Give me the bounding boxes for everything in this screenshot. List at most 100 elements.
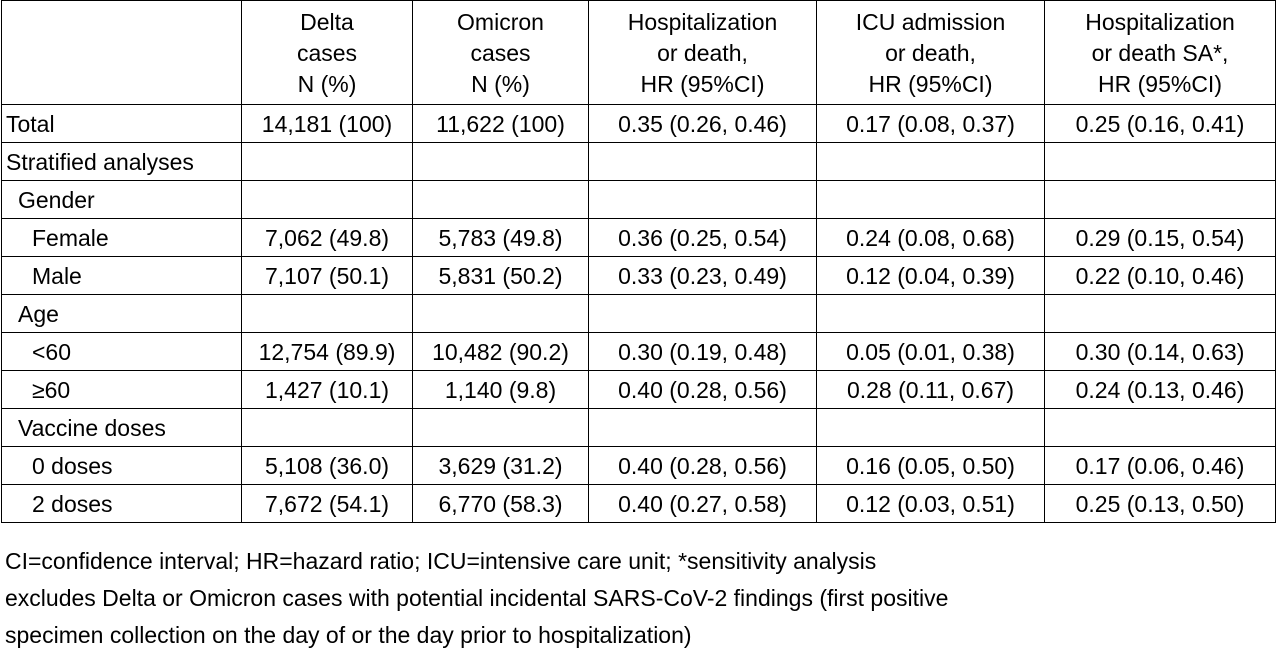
table-cell: [241, 408, 413, 447]
row-label-cell: Total: [1, 104, 242, 143]
table-row: Total 14,181 (100) 11,622 (100) 0.35 (0.26,…: [1, 104, 1276, 143]
table-cell: [1044, 294, 1276, 333]
table-row: <60 12,754 (89.9) 10,482 (90.2) 0.30 (0.19,…: [1, 332, 1276, 371]
row-label-cell: Stratified analyses: [1, 142, 242, 181]
table-cell: 10,482 (90.2): [412, 332, 589, 371]
column-header-line: or death,: [885, 40, 976, 66]
table-cell: 1,427 (10.1): [241, 370, 413, 409]
row-label: Female: [32, 224, 109, 251]
column-header: Omicron cases N (%): [412, 0, 589, 105]
table-cell: [1044, 408, 1276, 447]
footnote-line: excludes Delta or Omicron cases with pot…: [5, 585, 949, 611]
column-header-line: cases: [470, 40, 531, 66]
table-row: Gender: [1, 180, 1276, 219]
row-label-cell: Male: [1, 256, 242, 295]
table-header-row: Delta cases N (%) Omicron cases N (%) Hospital…: [1, 0, 1276, 105]
table-cell: 0.24 (0.13, 0.46): [1044, 370, 1276, 409]
table-cell: 11,622 (100): [412, 104, 589, 143]
row-label: Age: [18, 300, 59, 327]
column-header-line: or death SA*,: [1091, 40, 1229, 66]
table-cell: 0.40 (0.27, 0.58): [588, 484, 817, 523]
table-cell: 6,770 (58.3): [412, 484, 589, 523]
table-cell: 1,140 (9.8): [412, 370, 589, 409]
table-cell: 14,181 (100): [241, 104, 413, 143]
column-header-line: HR (95%CI): [1098, 71, 1222, 97]
table-cell: 0.29 (0.15, 0.54): [1044, 218, 1276, 257]
row-label: Male: [32, 262, 82, 289]
table-cell: [588, 142, 817, 181]
table-cell: 0.24 (0.08, 0.68): [816, 218, 1045, 257]
column-header-line: N (%): [471, 71, 530, 97]
table-body: Total 14,181 (100) 11,622 (100) 0.35 (0.26,…: [1, 104, 1276, 523]
row-label-cell: 0 doses: [1, 446, 242, 485]
row-label: 0 doses: [32, 452, 113, 479]
table-cell: 0.40 (0.28, 0.56): [588, 370, 817, 409]
table-row: 0 doses 5,108 (36.0) 3,629 (31.2) 0.40 (0.2…: [1, 446, 1276, 485]
table-row: Female 7,062 (49.8) 5,783 (49.8) 0.36 (0.25…: [1, 218, 1276, 257]
table-row: Vaccine doses: [1, 408, 1276, 447]
table-cell: 0.40 (0.28, 0.56): [588, 446, 817, 485]
table-cell: 0.33 (0.23, 0.49): [588, 256, 817, 295]
table-cell: 3,629 (31.2): [412, 446, 589, 485]
table-cell: [816, 408, 1045, 447]
row-label: ≥60: [32, 376, 71, 403]
table-cell: [412, 180, 589, 219]
row-label: <60: [32, 338, 72, 365]
table-cell: 0.30 (0.19, 0.48): [588, 332, 817, 371]
column-header-line: N (%): [297, 71, 357, 97]
row-label: Vaccine doses: [18, 414, 166, 441]
table-cell: 0.35 (0.26, 0.46): [588, 104, 817, 143]
table-cell: 0.17 (0.06, 0.46): [1044, 446, 1276, 485]
table-cell: 7,672 (54.1): [241, 484, 413, 523]
column-header-line: HR (95%CI): [640, 71, 765, 97]
table-cell: [241, 180, 413, 219]
table-cell: 5,831 (50.2): [412, 256, 589, 295]
column-header-line: Omicron: [457, 9, 544, 35]
table-footnote: CI=confidence interval; HR=hazard ratio;…: [5, 543, 1275, 654]
table-row: 2 doses 7,672 (54.1) 6,770 (58.3) 0.40 (0.2…: [1, 484, 1276, 523]
row-label-cell: Vaccine doses: [1, 408, 242, 447]
table-cell: 0.12 (0.03, 0.51): [816, 484, 1045, 523]
table-cell: [1044, 180, 1276, 219]
column-header-line: Hospitalization: [1085, 9, 1235, 35]
hazard-ratio-table: Delta cases N (%) Omicron cases N (%) Hospital…: [1, 0, 1276, 523]
column-header-line: Hospitalization: [627, 9, 778, 35]
row-label: 2 doses: [32, 490, 113, 517]
row-label-cell: 2 doses: [1, 484, 242, 523]
table-cell: [412, 408, 589, 447]
table-cell: 0.28 (0.11, 0.67): [816, 370, 1045, 409]
table-cell: [816, 142, 1045, 181]
table-row: Age: [1, 294, 1276, 333]
column-header: Hospitalization or death SA*, HR (95%CI): [1044, 0, 1276, 105]
table-cell: [1044, 142, 1276, 181]
table-cell: 5,783 (49.8): [412, 218, 589, 257]
row-label-cell: <60: [1, 332, 242, 371]
table-cell: [588, 180, 817, 219]
row-label: Stratified analyses: [6, 148, 194, 175]
table-cell: 0.17 (0.08, 0.37): [816, 104, 1045, 143]
footnote-line: specimen collection on the day of or the…: [5, 622, 692, 648]
table-cell: 0.16 (0.05, 0.50): [816, 446, 1045, 485]
column-header: ICU admission or death, HR (95%CI): [816, 0, 1045, 105]
column-header: Hospitalization or death, HR (95%CI): [588, 0, 817, 105]
column-header-line: cases: [296, 40, 358, 66]
row-label-cell: Female: [1, 218, 242, 257]
column-header-line: or death,: [657, 40, 748, 66]
table-row: Stratified analyses: [1, 142, 1276, 181]
table-row: ≥60 1,427 (10.1) 1,140 (9.8) 0.40 (0.28, 0.…: [1, 370, 1276, 409]
row-label: Total: [6, 110, 55, 137]
table-cell: [588, 408, 817, 447]
row-label-cell: ≥60: [1, 370, 242, 409]
row-label-cell: Age: [1, 294, 242, 333]
row-label: Gender: [18, 186, 95, 213]
column-header-line: Delta: [300, 9, 354, 35]
table-cell: [241, 294, 413, 333]
table-row: Male 7,107 (50.1) 5,831 (50.2) 0.33 (0.23, …: [1, 256, 1276, 295]
table-cell: [412, 294, 589, 333]
table-cell: 0.12 (0.04, 0.39): [816, 256, 1045, 295]
table-cell: 0.30 (0.14, 0.63): [1044, 332, 1276, 371]
table-cell: 7,107 (50.1): [241, 256, 413, 295]
table-cell: 12,754 (89.9): [241, 332, 413, 371]
table-cell: [588, 294, 817, 333]
